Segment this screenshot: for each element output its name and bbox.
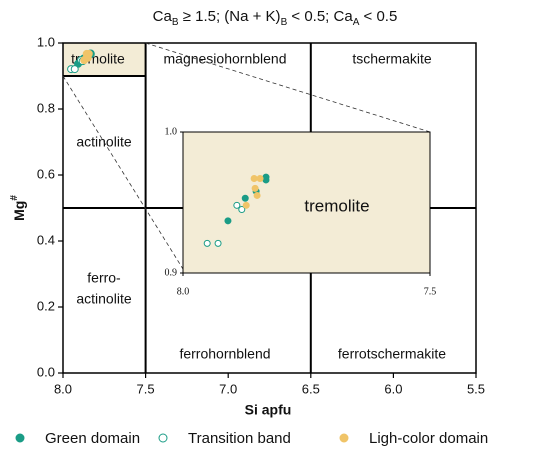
x-tick-label: 5.5 xyxy=(467,381,485,396)
inset-frame xyxy=(182,131,431,274)
legend-marker xyxy=(339,433,349,443)
inset-point xyxy=(203,239,211,247)
inset-point xyxy=(262,173,270,181)
x-tick-label: 8.0 xyxy=(54,381,72,396)
legend-label: Transition band xyxy=(188,430,291,447)
inset-label: tremolite xyxy=(304,196,369,215)
inset-point xyxy=(250,175,258,183)
field-label: ferrotschermakite xyxy=(338,346,446,362)
inset-point xyxy=(256,175,264,183)
x-tick-label: 6.5 xyxy=(302,381,320,396)
y-tick-label: 0.4 xyxy=(37,232,55,247)
inset-point xyxy=(253,191,261,199)
y-tick-label: 0.8 xyxy=(37,100,55,115)
inset-x-tick-label: 8.0 xyxy=(177,286,190,297)
inset-point xyxy=(238,206,246,214)
x-axis-title: Si apfu xyxy=(245,402,292,418)
inset-x-tick-label: 7.5 xyxy=(424,286,437,297)
chart-title: CaB ≥ 1.5; (Na + K)B < 0.5; CaA < 0.5 xyxy=(153,8,398,28)
field-label: ferrohornblend xyxy=(179,346,270,362)
inset-point xyxy=(242,201,250,209)
point xyxy=(70,65,79,74)
inset-point xyxy=(214,239,222,247)
x-tick-label: 7.5 xyxy=(137,381,155,396)
inset-point xyxy=(251,184,259,192)
field-label: ferro- xyxy=(87,270,121,286)
legend-marker xyxy=(15,433,25,443)
x-tick-label: 7.0 xyxy=(219,381,237,396)
field-label: actinolite xyxy=(76,291,131,307)
field-label: tschermakite xyxy=(352,51,432,67)
inset-y-tick-label: 1.0 xyxy=(165,126,178,137)
y-tick-label: 0.6 xyxy=(37,166,55,181)
legend-label: Ligh-color domain xyxy=(369,430,488,447)
connector xyxy=(145,42,431,133)
x-tick-label: 6.0 xyxy=(384,381,402,396)
y-tick-label: 0.0 xyxy=(37,364,55,379)
legend-marker xyxy=(158,433,168,443)
y-tick-label: 1.0 xyxy=(37,34,55,49)
inset-y-tick-label: 0.9 xyxy=(165,267,178,278)
point xyxy=(83,53,92,62)
inset-point xyxy=(233,201,241,209)
legend-label: Green domain xyxy=(45,430,140,447)
y-axis-title: Mg# xyxy=(9,195,27,221)
y-tick-label: 0.2 xyxy=(37,298,55,313)
connector xyxy=(62,75,184,270)
inset-point xyxy=(241,194,249,202)
inset-point xyxy=(224,217,232,225)
field-label: magnesiohornblend xyxy=(164,51,287,67)
